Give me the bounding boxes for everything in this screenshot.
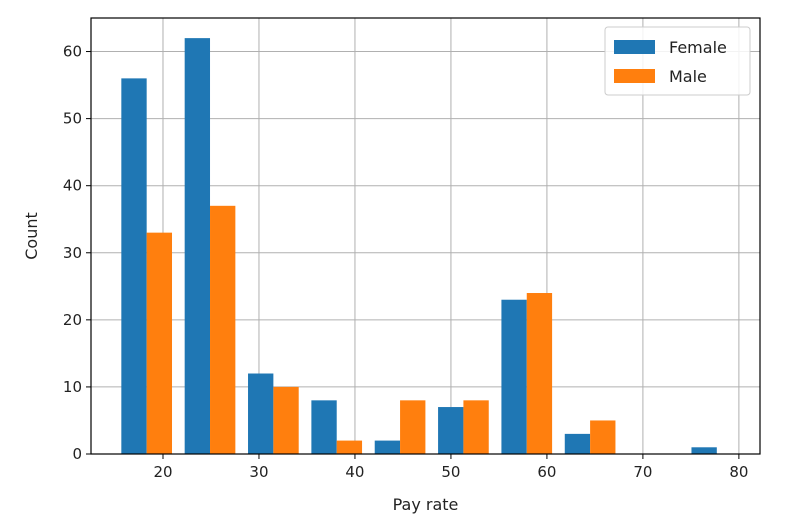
y-tick-label: 10 — [63, 378, 82, 396]
x-tick-label: 80 — [729, 463, 748, 481]
plot-frame — [90, 17, 761, 455]
bar-female-bin-5 — [438, 407, 464, 454]
bar-male-bin-6 — [526, 293, 553, 454]
bars — [121, 38, 717, 454]
bar-female-bin-0 — [121, 78, 147, 454]
y-tick-label: 60 — [63, 43, 82, 61]
bar-male-bin-0 — [146, 232, 173, 454]
x-tick-label: 70 — [633, 463, 652, 481]
y-tick-label: 20 — [63, 311, 82, 329]
bar-female-bin-3 — [311, 400, 337, 454]
legend: Female Male — [604, 26, 751, 96]
bar-female-bin-9 — [691, 447, 717, 454]
y-tick-label: 0 — [72, 445, 82, 463]
bar-male-bin-2 — [273, 386, 299, 454]
x-tick-label: 40 — [345, 463, 364, 481]
bar-female-bin-6 — [501, 299, 527, 454]
bar-male-bin-4 — [400, 400, 426, 454]
legend-label-male: Male — [669, 67, 707, 86]
x-tick-label: 60 — [537, 463, 556, 481]
bar-male-bin-1 — [210, 205, 236, 454]
bar-male-bin-5 — [463, 400, 489, 454]
bar-female-bin-2 — [248, 373, 274, 454]
y-tick-label: 50 — [63, 110, 82, 128]
bar-female-bin-7 — [564, 433, 591, 454]
y-axis-label: Count — [22, 212, 41, 260]
bar-female-bin-4 — [374, 440, 401, 454]
bar-male-bin-7 — [590, 420, 616, 454]
y-tick-label: 40 — [63, 177, 82, 195]
bar-female-bin-1 — [184, 38, 211, 454]
legend-swatch-female — [614, 40, 655, 54]
y-tick-label: 30 — [63, 244, 82, 262]
x-axis-ticks: 20 30 40 50 60 70 80 — [153, 454, 748, 481]
legend-label-female: Female — [669, 38, 727, 57]
x-tick-label: 30 — [249, 463, 268, 481]
x-tick-label: 50 — [441, 463, 460, 481]
bar-male-bin-3 — [336, 440, 363, 454]
legend-swatch-male — [614, 69, 655, 83]
y-axis-ticks: 0 10 20 30 40 50 60 — [63, 43, 91, 463]
x-axis-label: Pay rate — [393, 495, 459, 514]
x-tick-label: 20 — [153, 463, 172, 481]
